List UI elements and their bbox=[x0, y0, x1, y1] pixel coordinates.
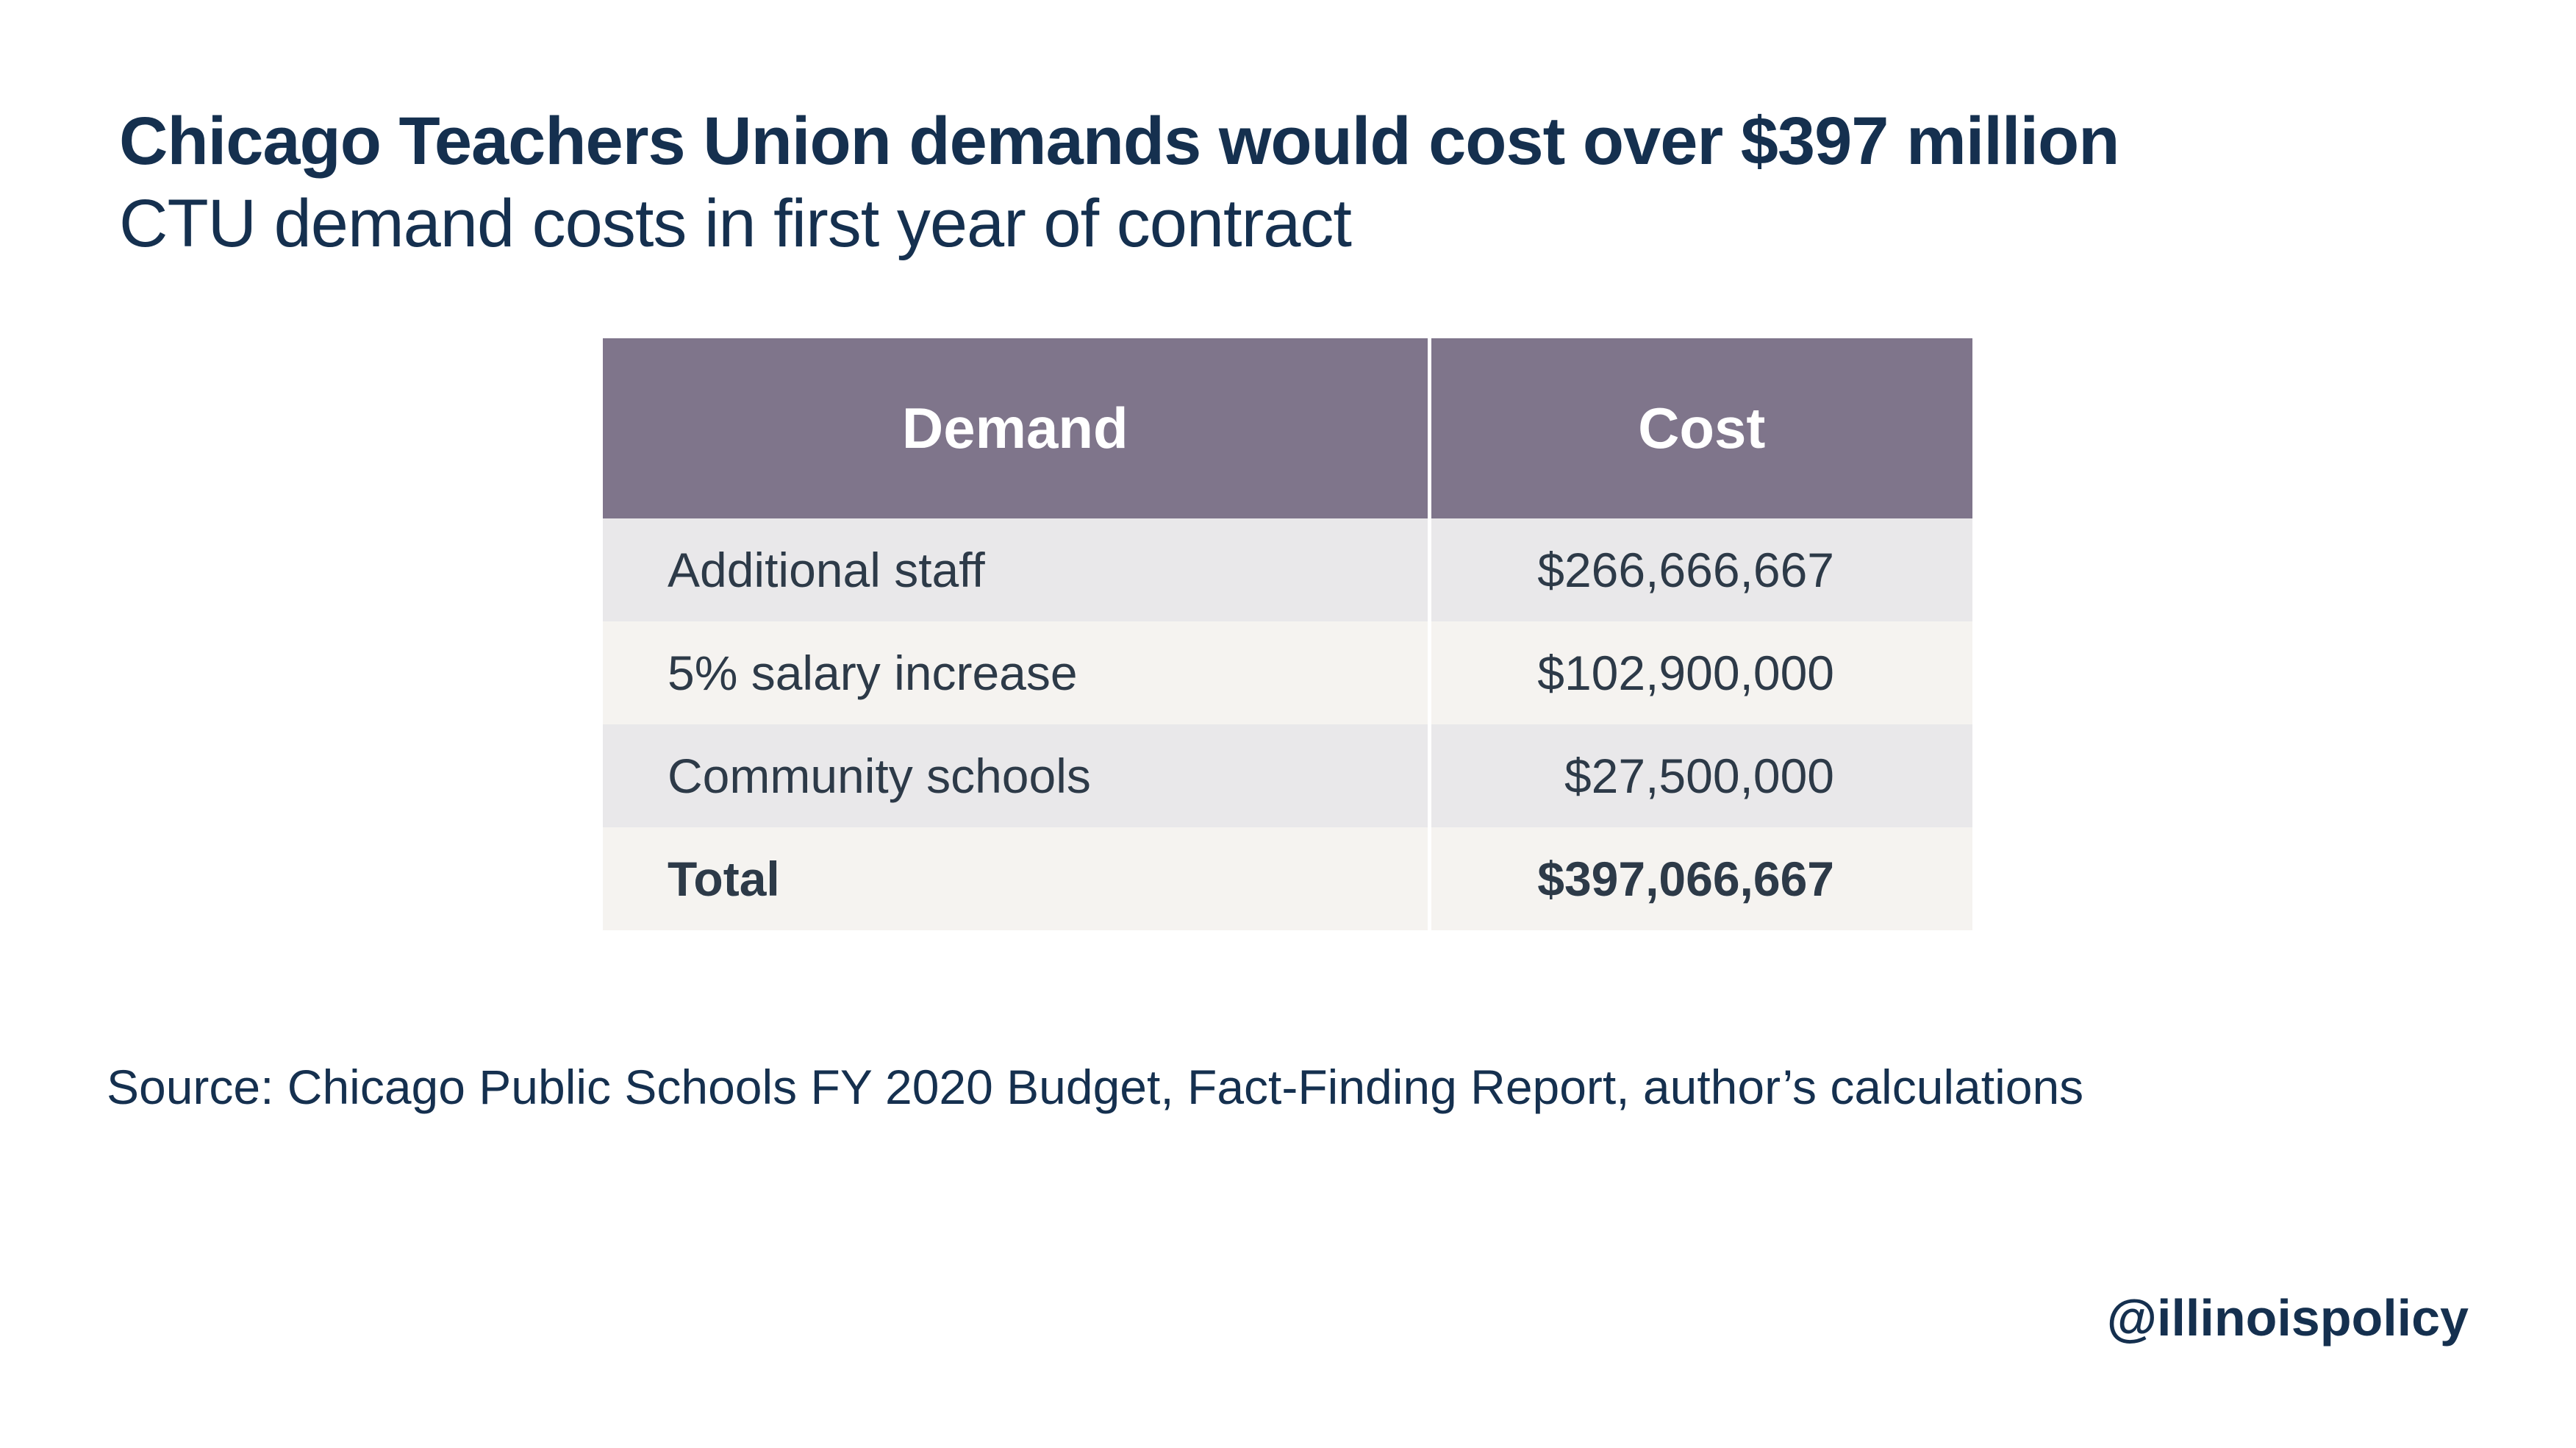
social-handle: @illinoispolicy bbox=[2106, 1289, 2469, 1347]
total-cost: $397,066,667 bbox=[1427, 827, 1972, 930]
column-header-demand: Demand bbox=[603, 338, 1429, 518]
total-row: Total $397,066,667 bbox=[603, 827, 1972, 930]
cost-table: Demand Cost Additional staff $266,666,66… bbox=[603, 338, 1972, 930]
table-header: Demand Cost bbox=[603, 338, 1972, 518]
table-row: Community schools $27,500,000 bbox=[603, 724, 1972, 827]
demand-cell: Additional staff bbox=[603, 518, 1429, 621]
table-row: Additional staff $266,666,667 bbox=[603, 518, 1972, 621]
cost-cell: $266,666,667 bbox=[1427, 518, 1972, 621]
cost-table-container: Demand Cost Additional staff $266,666,66… bbox=[603, 338, 1972, 930]
cost-cell: $27,500,000 bbox=[1427, 724, 1972, 827]
header-row: Demand Cost bbox=[603, 338, 1972, 518]
chart-subtitle: CTU demand costs in first year of contra… bbox=[119, 186, 1352, 261]
column-header-cost: Cost bbox=[1427, 338, 1972, 518]
source-note: Source: Chicago Public Schools FY 2020 B… bbox=[107, 1060, 2084, 1114]
cost-cell: $102,900,000 bbox=[1427, 621, 1972, 724]
table-body: Additional staff $266,666,667 5% salary … bbox=[603, 518, 1972, 930]
demand-cell: Community schools bbox=[603, 724, 1429, 827]
table-row: 5% salary increase $102,900,000 bbox=[603, 621, 1972, 724]
total-label: Total bbox=[603, 827, 1429, 930]
demand-cell: 5% salary increase bbox=[603, 621, 1429, 724]
chart-title: Chicago Teachers Union demands would cos… bbox=[119, 104, 2119, 179]
